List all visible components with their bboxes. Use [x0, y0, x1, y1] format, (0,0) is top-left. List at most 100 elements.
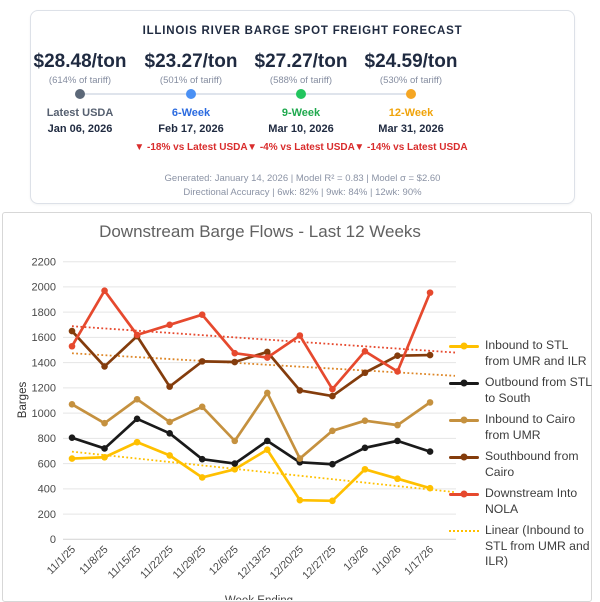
chart-card — [2, 212, 592, 602]
chart-title: Downstream Barge Flows - Last 12 Weeks — [99, 222, 421, 241]
data-point — [426, 484, 434, 492]
data-point — [231, 465, 239, 473]
data-point — [101, 445, 108, 452]
data-point — [264, 446, 271, 454]
data-point — [361, 465, 369, 473]
change-badge: ▼ -18% vs Latest USDA — [134, 142, 248, 153]
data-point — [166, 321, 173, 329]
x-axis-tick: 11/1/25 — [45, 544, 78, 577]
x-axis-title: Week Ending — [225, 595, 293, 600]
y-axis-tick: 0 — [50, 534, 56, 546]
data-point — [166, 430, 173, 437]
price-value: $28.48/ton — [33, 51, 127, 72]
data-point — [426, 351, 434, 359]
data-point — [231, 349, 239, 357]
chart-legend: Inbound to STL from UMR and ILR Outbound … — [449, 338, 595, 576]
data-point — [133, 438, 141, 446]
series-line — [71, 330, 431, 398]
forecast-column-6week: $23.27/ton (501% of tariff) 6-Week Feb 1… — [131, 51, 251, 154]
forecast-column-latest: $28.48/ton (614% of tariff) Latest USDA … — [20, 51, 140, 142]
data-point — [198, 403, 206, 411]
tariff-percent: (588% of tariff) — [269, 75, 333, 86]
horizon-label: 6-Week — [171, 107, 211, 119]
data-point — [68, 342, 76, 350]
data-point — [394, 368, 401, 375]
legend-item: Southbound from Cairo — [449, 449, 595, 480]
data-point — [394, 437, 401, 445]
data-point — [264, 437, 271, 445]
legend-label: Inbound to STL from UMR and ILR — [485, 338, 587, 368]
data-point — [426, 289, 434, 296]
data-point — [296, 455, 304, 462]
chart-plot-area: 0 200 400 600 800 1000 1200 1400 1600 1800 2000 220… — [17, 257, 456, 600]
data-point — [231, 437, 239, 445]
data-point — [394, 475, 401, 483]
data-point — [426, 399, 434, 406]
y-axis-tick: 1600 — [32, 332, 56, 344]
legend-line-marker-icon — [449, 342, 479, 350]
data-point — [133, 415, 141, 423]
data-point — [426, 448, 434, 455]
trendline — [71, 352, 456, 377]
forecast-column-9week: $27.27/ton (588% of tariff) 9-Week Mar 1… — [241, 51, 361, 154]
legend-label: Outbound from STL to South — [485, 375, 592, 405]
change-badge: ▼ -4% vs Latest USDA — [247, 142, 355, 153]
forecast-column-12week: $24.59/ton (530% of tariff) 12-Week Mar … — [351, 51, 471, 154]
tariff-percent: (530% of tariff) — [379, 75, 443, 86]
legend-label: Linear (Inbound to STL from UMR and ILR) — [485, 523, 590, 568]
data-point — [394, 421, 401, 429]
x-axis-tick: 11/15/25 — [106, 544, 144, 582]
timeline-connector — [80, 93, 411, 95]
data-point — [101, 453, 108, 461]
legend-label: Inbound to Cairo from UMR — [485, 412, 576, 442]
timeline-dot — [406, 89, 416, 99]
data-point — [361, 347, 369, 355]
data-point — [198, 455, 206, 463]
y-axis-tick: 400 — [38, 484, 56, 496]
price-value: $23.27/ton — [144, 51, 238, 72]
data-point — [101, 287, 108, 295]
legend-item: Inbound to STL from UMR and ILR — [449, 338, 595, 369]
data-point — [101, 419, 108, 427]
legend-dotted-line-icon — [449, 530, 479, 532]
timeline-dot — [296, 89, 306, 99]
trendline — [71, 450, 456, 494]
legend-line-marker-icon — [449, 453, 479, 461]
data-point — [133, 395, 141, 403]
data-point — [296, 332, 304, 339]
x-axis-tick: 1/3/26 — [341, 544, 371, 574]
legend-item: Inbound to Cairo from UMR — [449, 412, 595, 443]
series-line — [70, 289, 432, 391]
legend-label: Downstream Into NOLA — [485, 486, 578, 516]
legend-label: Southbound from Cairo — [485, 449, 579, 479]
data-point — [329, 427, 336, 435]
trendline — [71, 325, 456, 354]
horizon-date: Feb 17, 2026 — [158, 123, 224, 135]
y-axis-title: Barges — [17, 382, 29, 419]
data-point — [198, 474, 206, 481]
data-point — [68, 327, 76, 335]
horizon-label: Latest USDA — [46, 107, 114, 119]
forecast-footer: Generated: January 14, 2026 | Model R² =… — [31, 172, 574, 199]
data-point — [68, 455, 76, 462]
x-axis-tick: 12/27/25 — [300, 544, 338, 582]
timeline-dot — [186, 89, 196, 99]
data-point — [361, 417, 369, 424]
legend-line-marker-icon — [449, 416, 479, 424]
y-axis-tick: 1000 — [32, 408, 56, 420]
data-point — [198, 311, 206, 318]
legend-item: Linear (Inbound to STL from UMR and ILR) — [449, 523, 595, 570]
timeline-dot — [75, 89, 85, 99]
horizon-date: Mar 10, 2026 — [268, 123, 334, 135]
legend-item: Downstream Into NOLA — [449, 486, 595, 517]
y-axis-tick: 2200 — [32, 257, 56, 269]
footer-line-2: Directional Accuracy | 6wk: 82% | 9wk: 8… — [183, 186, 422, 198]
x-axis-tick: 11/29/25 — [171, 544, 209, 582]
data-point — [329, 385, 336, 393]
forecast-title: ILLINOIS RIVER BARGE SPOT FREIGHT FORECA… — [142, 25, 463, 37]
x-axis-tick: 11/22/25 — [138, 544, 176, 582]
data-point — [361, 444, 369, 452]
x-axis-tick: 1/17/26 — [402, 544, 436, 578]
price-value: $24.59/ton — [364, 51, 458, 72]
